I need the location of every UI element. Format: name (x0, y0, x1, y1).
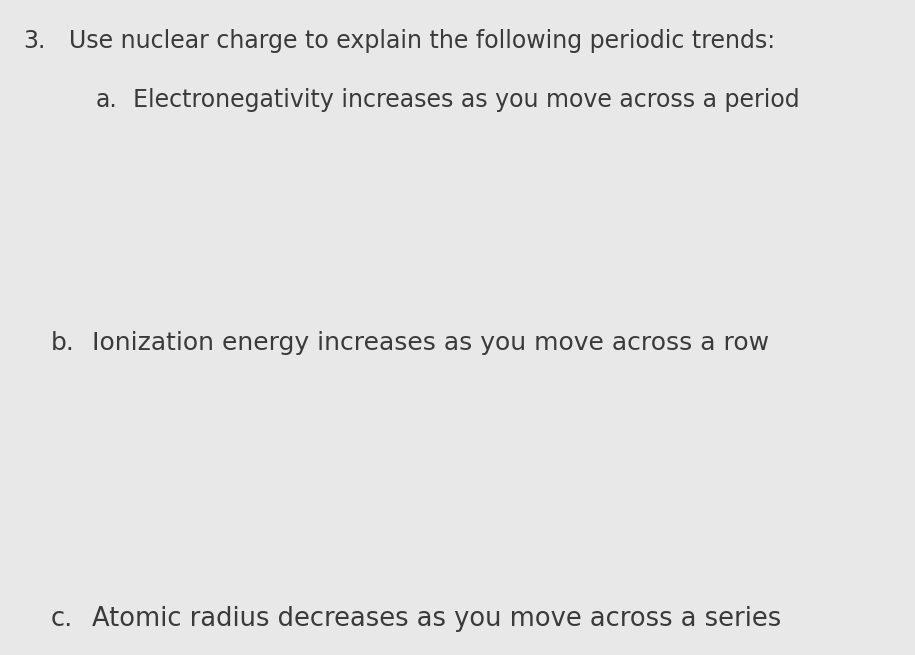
Text: Use nuclear charge to explain the following periodic trends:: Use nuclear charge to explain the follow… (69, 29, 775, 54)
Text: Ionization energy increases as you move across a row: Ionization energy increases as you move … (92, 331, 769, 355)
Text: b.: b. (50, 331, 74, 355)
Text: c.: c. (50, 606, 72, 632)
Text: Electronegativity increases as you move across a period: Electronegativity increases as you move … (133, 88, 800, 113)
Text: 3.: 3. (23, 29, 45, 54)
Text: a.: a. (96, 88, 118, 113)
Text: Atomic radius decreases as you move across a series: Atomic radius decreases as you move acro… (92, 606, 780, 632)
